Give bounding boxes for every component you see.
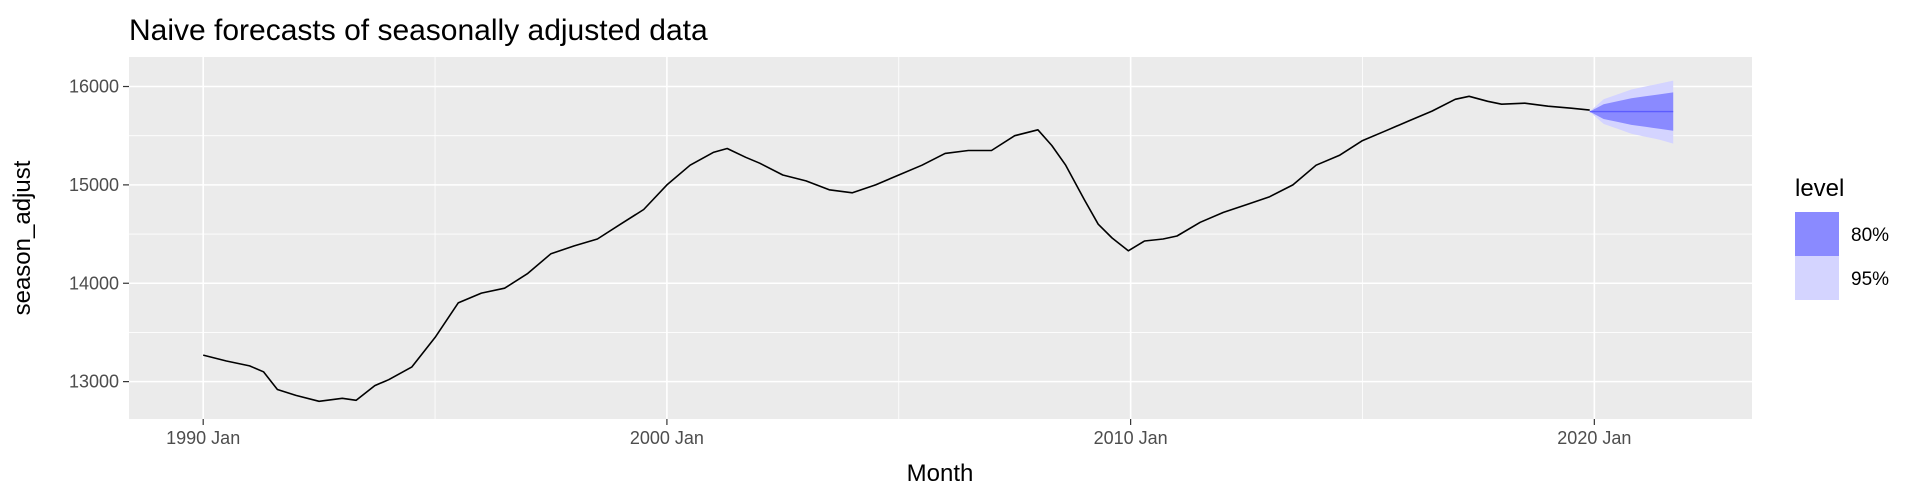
- legend-title: level: [1795, 175, 1844, 202]
- legend-label: 80%: [1851, 225, 1889, 246]
- legend-label: 95%: [1851, 269, 1889, 290]
- y-axis: 13000 14000 15000 16000: [69, 77, 129, 392]
- x-axis-title: Month: [907, 460, 974, 487]
- major-gridlines: [129, 57, 1752, 419]
- x-axis: 1990 Jan 2000 Jan 2010 Jan 2020 Jan: [166, 419, 1631, 448]
- x-tick-label: 2010 Jan: [1094, 428, 1168, 448]
- x-tick-label: 2000 Jan: [630, 428, 704, 448]
- y-axis-title: season_adjust: [9, 160, 36, 315]
- legend-entries: 80% 95%: [1795, 212, 1889, 300]
- minor-gridlines: [129, 57, 1752, 419]
- x-tick-label: 2020 Jan: [1557, 428, 1631, 448]
- y-tick-label: 16000: [69, 77, 119, 97]
- y-tick-label: 15000: [69, 175, 119, 195]
- chart-title: Naive forecasts of seasonally adjusted d…: [129, 14, 708, 47]
- data-line: [203, 95, 1590, 403]
- legend: level 80% 95%: [1795, 175, 1889, 300]
- y-tick-label: 13000: [69, 372, 119, 392]
- plot-panel: [129, 57, 1752, 419]
- legend-key-95pct: [1795, 256, 1839, 300]
- legend-key-80pct: [1795, 212, 1839, 256]
- series-lines: [203, 95, 1674, 403]
- x-tick-label: 1990 Jan: [166, 428, 240, 448]
- y-tick-label: 14000: [69, 273, 119, 293]
